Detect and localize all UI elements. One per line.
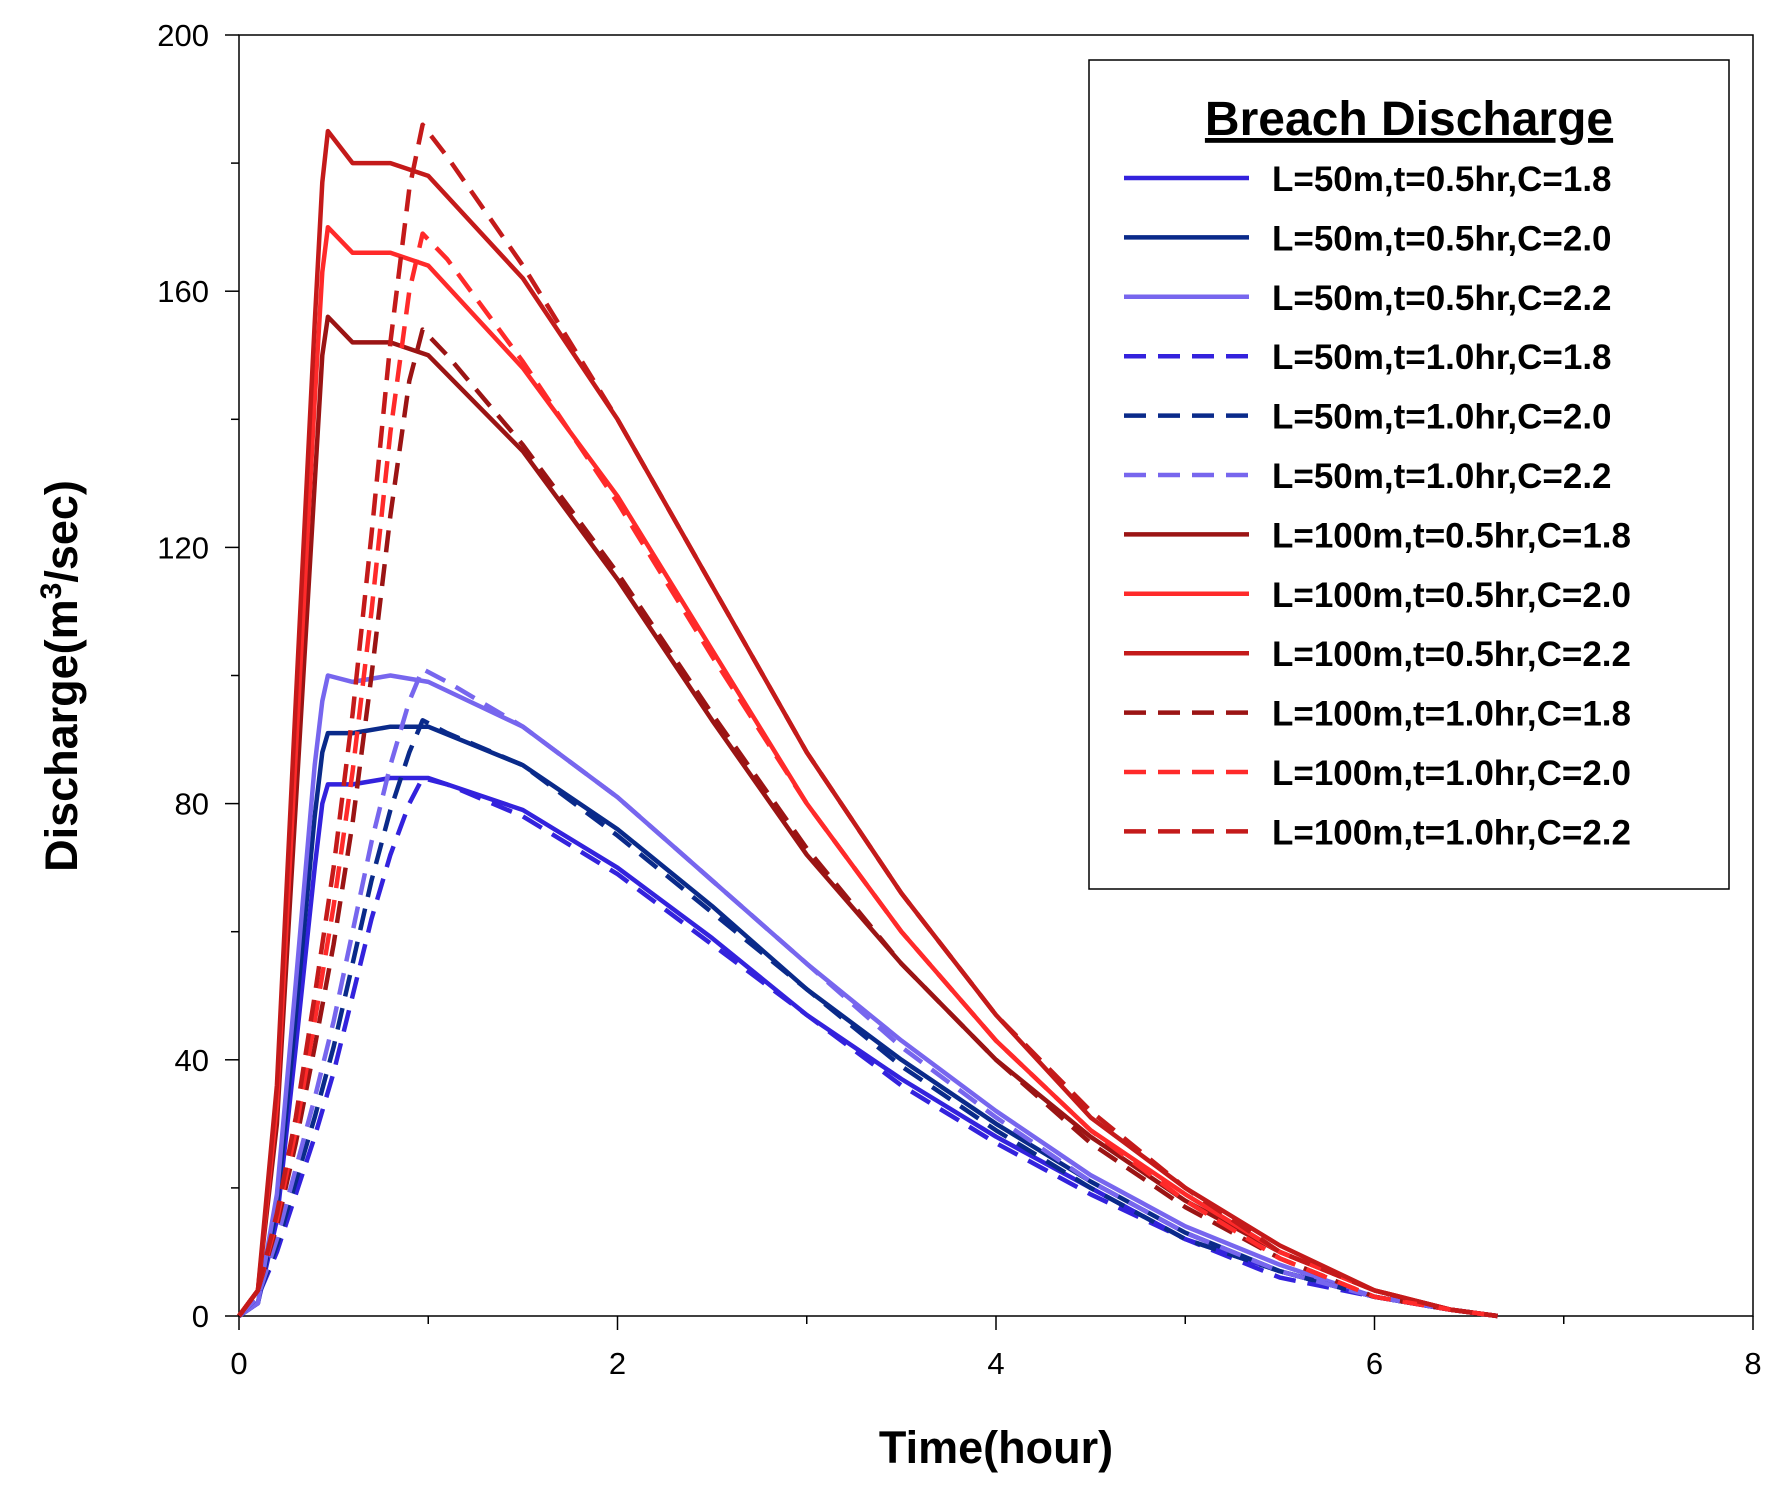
x-tick-label: 4 [987, 1346, 1004, 1381]
legend-label: L=100m,t=1.0hr,C=2.2 [1272, 813, 1631, 852]
legend-label: L=50m,t=0.5hr,C=2.0 [1272, 219, 1612, 258]
x-tick-label: 0 [230, 1346, 247, 1381]
series-line-10 [237, 327, 1498, 1319]
legend-label: L=50m,t=1.0hr,C=2.2 [1272, 457, 1612, 496]
legend-label: L=50m,t=1.0hr,C=2.0 [1272, 398, 1612, 437]
y-axis-title: Discharge(m3/sec) [35, 480, 87, 872]
legend-label: L=100m,t=0.5hr,C=1.8 [1272, 516, 1631, 555]
legend-label: L=100m,t=1.0hr,C=1.8 [1272, 695, 1631, 734]
legend-label: L=100m,t=0.5hr,C=2.2 [1272, 635, 1631, 674]
series-line-7 [237, 314, 1498, 1319]
series-line-6 [237, 666, 1498, 1319]
series-line-5 [237, 718, 1498, 1319]
x-tick-label: 2 [609, 1346, 626, 1381]
legend-label: L=50m,t=0.5hr,C=1.8 [1272, 160, 1612, 199]
series-line-12 [237, 122, 1498, 1319]
y-tick-label: 40 [175, 1043, 209, 1078]
y-tick-label: 160 [157, 274, 209, 309]
y-tick-label: 80 [175, 787, 209, 822]
x-tick-label: 6 [1366, 1346, 1383, 1381]
legend-items: L=50m,t=0.5hr,C=1.8 L=50m,t=0.5hr,C=2.0 L=… [1124, 160, 1631, 852]
y-tick-label: 0 [192, 1299, 209, 1334]
legend-label: L=50m,t=1.0hr,C=1.8 [1272, 338, 1612, 377]
y-tick-label: 120 [157, 530, 209, 565]
legend: Breach Discharge L=50m,t=0.5hr,C=1.8L=50… [1088, 59, 1730, 890]
legend-label: L=50m,t=0.5hr,C=2.2 [1272, 279, 1612, 318]
legend-label: L=100m,t=1.0hr,C=2.0 [1272, 754, 1631, 793]
series-group [237, 122, 1498, 1319]
series-line-4 [237, 775, 1498, 1319]
y-axis-title-superscript: 3 [35, 583, 68, 600]
x-axis-title: Time(hour) [879, 1422, 1113, 1473]
legend-label: L=100m,t=0.5hr,C=2.0 [1272, 576, 1631, 615]
y-tick-label: 200 [157, 18, 209, 53]
series-line-8 [237, 224, 1498, 1319]
y-axis-title-main: Discharge(m [36, 599, 87, 872]
series-line-9 [237, 128, 1498, 1319]
y-axis-title-unit: /sec) [36, 480, 87, 583]
legend-title: Breach Discharge [1205, 93, 1613, 146]
x-tick-label: 8 [1744, 1346, 1761, 1381]
series-line-11 [237, 231, 1498, 1319]
